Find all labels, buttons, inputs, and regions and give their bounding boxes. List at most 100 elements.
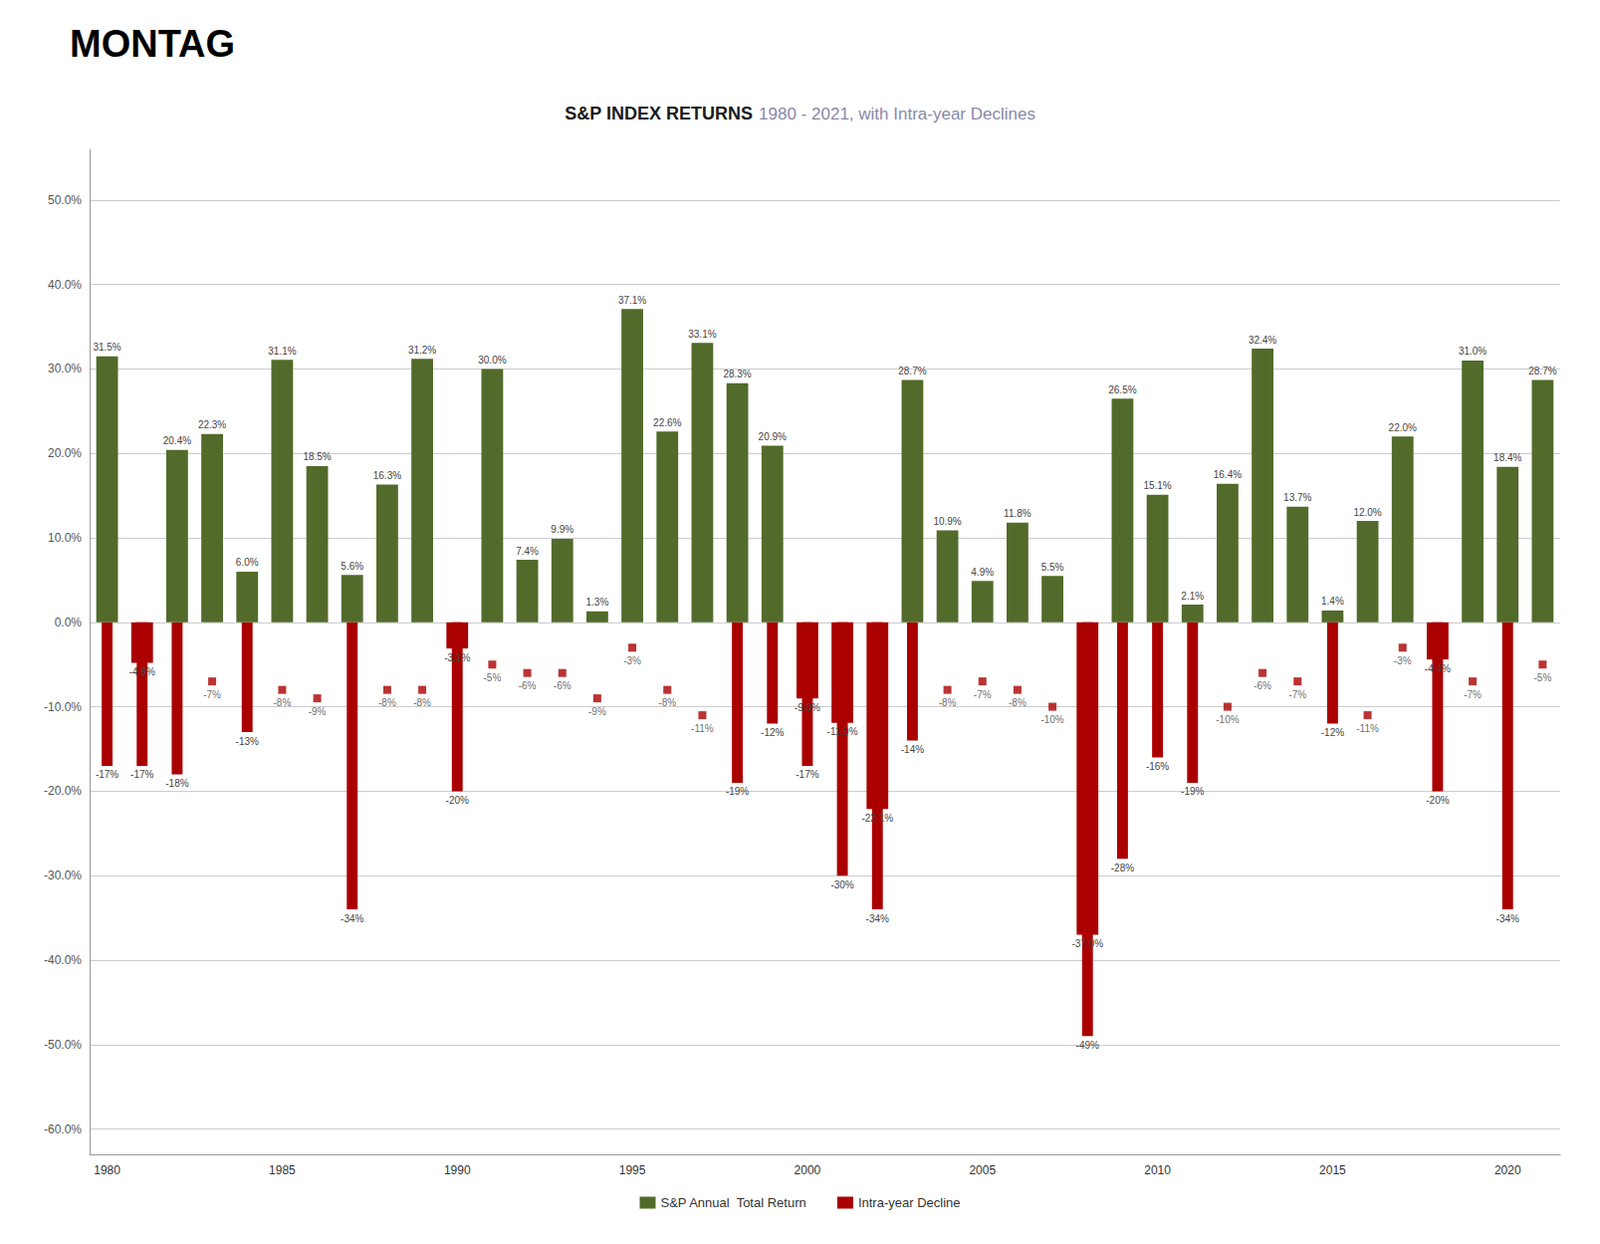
svg-text:-8%: -8% xyxy=(413,696,432,708)
svg-text:-5%: -5% xyxy=(1534,672,1553,684)
svg-text:-34%: -34% xyxy=(340,913,364,924)
svg-text:-34%: -34% xyxy=(866,913,890,924)
svg-text:6.0%: 6.0% xyxy=(235,556,259,568)
svg-text:-10%: -10% xyxy=(1215,713,1239,725)
svg-text:-11.9%: -11.9% xyxy=(827,725,859,737)
svg-text:2010: 2010 xyxy=(1143,1162,1171,1177)
svg-text:31.0%: 31.0% xyxy=(1458,345,1487,357)
svg-text:10.9%: 10.9% xyxy=(932,515,961,527)
svg-text:2020: 2020 xyxy=(1494,1162,1522,1177)
svg-text:-3%: -3% xyxy=(1393,655,1412,667)
svg-text:-8%: -8% xyxy=(938,696,957,708)
svg-text:-5%: -5% xyxy=(483,672,502,684)
svg-text:13.7%: 13.7% xyxy=(1283,491,1312,503)
svg-text:31.1%: 31.1% xyxy=(267,345,296,357)
svg-text:1980: 1980 xyxy=(93,1162,121,1177)
svg-text:1995: 1995 xyxy=(619,1162,647,1177)
svg-text:-19%: -19% xyxy=(725,785,749,797)
svg-text:-20.0%: -20.0% xyxy=(43,783,82,798)
svg-text:18.5%: 18.5% xyxy=(302,451,331,462)
svg-text:30.0%: 30.0% xyxy=(47,361,82,376)
svg-text:-4.4%: -4.4% xyxy=(1424,663,1451,675)
svg-text:16.4%: 16.4% xyxy=(1213,468,1242,480)
svg-text:10.0%: 10.0% xyxy=(47,530,82,545)
svg-text:22.6%: 22.6% xyxy=(653,417,682,429)
svg-text:-37.0%: -37.0% xyxy=(1071,937,1104,949)
svg-text:-17%: -17% xyxy=(95,768,119,780)
svg-text:-18%: -18% xyxy=(165,777,189,789)
svg-text:33.1%: 33.1% xyxy=(687,328,716,340)
svg-text:-6%: -6% xyxy=(518,680,537,691)
svg-text:-13%: -13% xyxy=(235,735,259,747)
svg-text:-11%: -11% xyxy=(690,722,714,734)
svg-text:37.1%: 37.1% xyxy=(618,294,647,306)
svg-text:1990: 1990 xyxy=(444,1162,471,1177)
svg-text:-22.1%: -22.1% xyxy=(861,812,894,824)
svg-text:-8%: -8% xyxy=(1008,696,1027,708)
svg-text:20.0%: 20.0% xyxy=(47,446,82,460)
svg-text:-19%: -19% xyxy=(1180,785,1204,797)
svg-text:-12%: -12% xyxy=(1321,726,1345,738)
svg-text:11.8%: 11.8% xyxy=(1003,507,1032,519)
svg-text:-20%: -20% xyxy=(1425,794,1449,806)
svg-text:-7%: -7% xyxy=(1463,688,1482,700)
svg-text:-7%: -7% xyxy=(973,688,992,700)
svg-text:-9%: -9% xyxy=(588,705,607,717)
svg-text:5.6%: 5.6% xyxy=(340,560,364,572)
svg-text:-6%: -6% xyxy=(1253,680,1272,691)
svg-text:-9.0%: -9.0% xyxy=(794,701,821,713)
svg-text:-14%: -14% xyxy=(901,743,924,755)
svg-text:-3.1%: -3.1% xyxy=(444,652,470,664)
svg-text:-10%: -10% xyxy=(1040,713,1064,725)
svg-text:-9%: -9% xyxy=(308,705,327,717)
svg-text:-8%: -8% xyxy=(658,696,677,708)
svg-text:4.9%: 4.9% xyxy=(970,566,994,578)
svg-text:-28%: -28% xyxy=(1111,862,1135,874)
svg-text:-50.0%: -50.0% xyxy=(43,1037,82,1052)
svg-text:S&P Annual Total Return: S&P Annual Total Return xyxy=(660,1194,806,1210)
svg-text:-8%: -8% xyxy=(378,696,397,708)
svg-text:30.0%: 30.0% xyxy=(477,354,506,366)
svg-text:26.5%: 26.5% xyxy=(1108,384,1137,396)
svg-text:32.4%: 32.4% xyxy=(1248,334,1277,346)
svg-text:-17%: -17% xyxy=(130,768,154,780)
svg-text:-40.0%: -40.0% xyxy=(43,952,82,967)
svg-text:2000: 2000 xyxy=(794,1162,822,1177)
svg-text:-30%: -30% xyxy=(830,879,854,891)
svg-text:1.4%: 1.4% xyxy=(1321,595,1345,607)
svg-text:-7%: -7% xyxy=(203,688,222,700)
svg-text:7.4%: 7.4% xyxy=(515,545,539,557)
svg-text:22.0%: 22.0% xyxy=(1388,422,1417,434)
svg-text:-60.0%: -60.0% xyxy=(43,1122,82,1137)
svg-text:2005: 2005 xyxy=(968,1162,996,1177)
svg-text:16.3%: 16.3% xyxy=(373,469,402,481)
svg-text:2.1%: 2.1% xyxy=(1180,590,1204,602)
svg-text:-10.0%: -10.0% xyxy=(43,699,82,714)
svg-text:15.1%: 15.1% xyxy=(1142,479,1171,491)
svg-text:-7%: -7% xyxy=(1288,688,1307,700)
svg-text:-49%: -49% xyxy=(1076,1039,1100,1051)
svg-text:12.0%: 12.0% xyxy=(1353,506,1381,518)
svg-text:0.0%: 0.0% xyxy=(54,615,83,630)
svg-text:-34%: -34% xyxy=(1496,913,1520,924)
svg-text:MONTAG: MONTAG xyxy=(69,22,235,65)
svg-text:28.3%: 28.3% xyxy=(722,368,751,380)
svg-text:S&P INDEX RETURNS: S&P INDEX RETURNS xyxy=(564,103,753,124)
svg-text:22.3%: 22.3% xyxy=(198,419,227,431)
svg-text:-3%: -3% xyxy=(623,655,642,667)
svg-text:50.0%: 50.0% xyxy=(47,193,82,208)
svg-text:-8%: -8% xyxy=(273,696,292,708)
svg-text:9.9%: 9.9% xyxy=(550,523,574,535)
svg-text:Intra-year Decline: Intra-year Decline xyxy=(858,1194,961,1210)
svg-text:-17%: -17% xyxy=(795,768,819,780)
svg-text:-16%: -16% xyxy=(1145,760,1169,772)
svg-text:-6%: -6% xyxy=(553,680,572,691)
svg-text:40.0%: 40.0% xyxy=(47,277,82,292)
svg-text:1985: 1985 xyxy=(268,1162,296,1177)
svg-text:-11%: -11% xyxy=(1356,722,1379,734)
svg-text:-30.0%: -30.0% xyxy=(43,868,82,883)
svg-text:31.5%: 31.5% xyxy=(92,341,121,353)
svg-text:5.5%: 5.5% xyxy=(1041,561,1065,573)
svg-text:18.4%: 18.4% xyxy=(1493,452,1522,463)
svg-text:-20%: -20% xyxy=(446,794,469,806)
